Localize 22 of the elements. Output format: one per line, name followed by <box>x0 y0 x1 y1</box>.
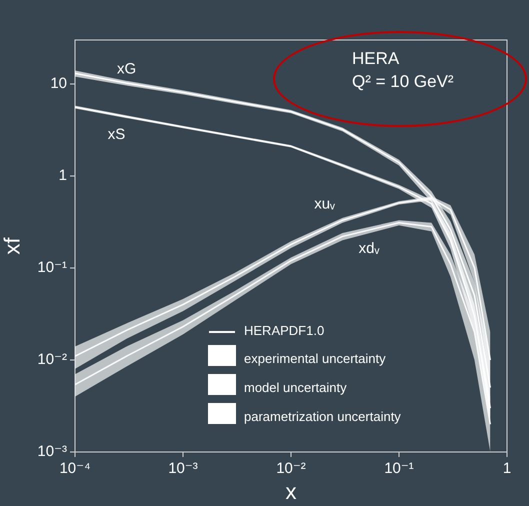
y-tick-label: 10⁻³ <box>37 443 67 460</box>
x-tick-label: 10⁻¹ <box>384 460 414 478</box>
annotation: Q² = 10 GeV² <box>352 72 454 92</box>
series-label: xG <box>116 60 136 78</box>
y-tick-label: 1 <box>58 167 67 184</box>
y-tick-label: 10 <box>50 75 67 92</box>
x-axis-title: x <box>286 478 296 504</box>
y-axis-title: xf <box>0 236 24 255</box>
series-label: xuᵥ <box>314 195 336 212</box>
y-tick-label: 10⁻² <box>37 351 67 368</box>
y-tick-label: 10⁻¹ <box>37 259 67 276</box>
annotation: experimental uncertainty <box>244 351 386 366</box>
x-tick-label: 10⁻⁴ <box>59 460 91 478</box>
x-tick-label: 10⁻² <box>276 460 306 478</box>
x-tick-label: 10⁻³ <box>168 460 198 478</box>
annotation: parametrization uncertainty <box>244 409 401 424</box>
series-label: xS <box>108 126 126 143</box>
annotation: model uncertainty <box>244 380 347 395</box>
annotation: HERA <box>352 49 400 69</box>
series-label: xdᵥ <box>358 240 380 257</box>
annotation: HERAPDF1.0 <box>244 323 324 338</box>
x-tick-label: 1 <box>502 460 512 478</box>
